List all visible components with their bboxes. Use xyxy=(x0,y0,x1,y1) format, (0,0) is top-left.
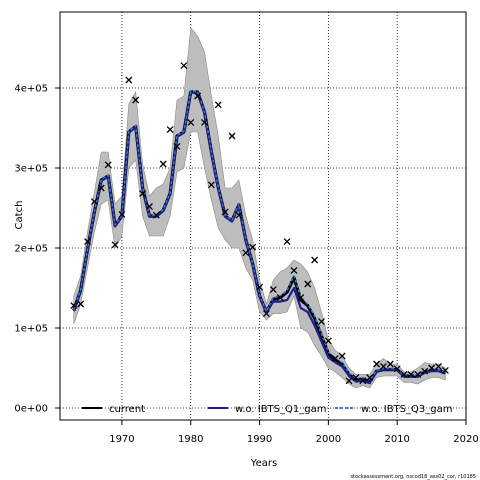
observation-marker-33 xyxy=(297,294,305,302)
observation-marker-30 xyxy=(276,294,284,302)
x-tick-label-1980: 1980 xyxy=(178,434,203,445)
observation-marker-28 xyxy=(262,310,270,318)
x-axis: 1970 1980 1990 2000 2010 2020 xyxy=(109,420,479,445)
observation-marker-40 xyxy=(345,377,353,385)
y-tick-label-3: 3e+05 xyxy=(14,164,48,175)
observation-marker-2 xyxy=(84,238,91,246)
observation-marker-14 xyxy=(166,126,174,134)
observation-marker-34 xyxy=(304,280,312,288)
observation-marker-44 xyxy=(373,360,381,368)
observation-marker-42 xyxy=(359,377,367,385)
observation-marker-48 xyxy=(400,370,408,378)
observation-marker-13 xyxy=(159,160,167,168)
y-axis: 0e+00 1e+05 2e+05 3e+05 4e+05 xyxy=(14,84,60,415)
observation-marker-36 xyxy=(318,318,325,326)
observation-marker-52 xyxy=(428,364,436,372)
observation-marker-10 xyxy=(139,190,147,198)
x-tick-label-2020: 2020 xyxy=(453,434,478,445)
observation-marker-1 xyxy=(77,300,85,308)
series-line-2 xyxy=(73,90,446,381)
observation-marker-31 xyxy=(283,238,291,246)
observation-marker-41 xyxy=(352,374,360,382)
observation-marker-51 xyxy=(421,367,429,375)
observation-marker-0 xyxy=(70,302,78,310)
observation-marker-18 xyxy=(194,92,202,100)
observation-marker-20 xyxy=(207,181,215,189)
observation-marker-22 xyxy=(221,208,229,216)
legend: current w.o. IBTS_Q1_gam w.o. IBTS_Q3_ga… xyxy=(82,404,452,415)
y-tick-label-0: 0e+00 xyxy=(14,404,48,415)
observations-layer xyxy=(70,62,449,385)
y-tick-label-1: 1e+05 xyxy=(14,324,48,335)
legend-label-q3: w.o. IBTS_Q3_gam xyxy=(361,404,452,415)
x-tick-label-2010: 2010 xyxy=(384,434,409,445)
observation-marker-45 xyxy=(379,362,387,370)
x-axis-title: Years xyxy=(250,458,277,469)
observation-marker-32 xyxy=(290,266,298,274)
observation-marker-11 xyxy=(145,202,153,210)
y-tick-label-4: 4e+05 xyxy=(14,84,48,95)
observation-marker-4 xyxy=(97,184,105,192)
observation-marker-47 xyxy=(393,365,401,373)
observation-marker-49 xyxy=(407,370,415,378)
observation-marker-17 xyxy=(187,118,195,126)
observation-marker-53 xyxy=(435,362,442,370)
observation-marker-12 xyxy=(152,211,160,219)
observation-marker-54 xyxy=(441,366,449,374)
credit-text: stockassessment.org, nscod18_ass02_cor, … xyxy=(350,474,476,480)
observation-marker-7 xyxy=(118,210,126,218)
observation-marker-25 xyxy=(242,249,250,257)
x-tick-label-1990: 1990 xyxy=(247,434,272,445)
y-tick-label-2: 2e+05 xyxy=(14,244,48,255)
observation-marker-19 xyxy=(201,118,208,126)
x-tick-label-2000: 2000 xyxy=(316,434,341,445)
observation-marker-35 xyxy=(311,256,319,264)
observation-marker-9 xyxy=(132,96,140,104)
observation-marker-5 xyxy=(104,161,112,169)
plot-frame xyxy=(59,11,467,421)
observation-marker-16 xyxy=(180,62,188,70)
x-tick-label-1970: 1970 xyxy=(109,434,134,445)
observation-marker-27 xyxy=(256,283,264,291)
observation-marker-39 xyxy=(338,352,346,360)
observation-marker-24 xyxy=(235,211,243,219)
observation-marker-38 xyxy=(331,354,339,362)
observation-marker-21 xyxy=(214,101,222,109)
observation-marker-3 xyxy=(90,198,98,206)
observation-marker-50 xyxy=(414,370,422,378)
observation-marker-29 xyxy=(269,286,277,294)
legend-label-current: current xyxy=(109,404,145,415)
observation-marker-23 xyxy=(228,132,236,140)
observation-marker-46 xyxy=(386,360,394,368)
y-axis-title: Catch xyxy=(14,201,25,230)
series-layer xyxy=(72,90,446,385)
legend-label-q1: w.o. IBTS_Q1_gam xyxy=(235,404,326,415)
observation-marker-6 xyxy=(111,241,119,249)
observation-marker-15 xyxy=(173,142,181,150)
observation-marker-43 xyxy=(366,374,374,382)
observation-marker-26 xyxy=(249,243,257,251)
observation-marker-37 xyxy=(324,337,332,345)
observation-marker-8 xyxy=(125,76,133,84)
